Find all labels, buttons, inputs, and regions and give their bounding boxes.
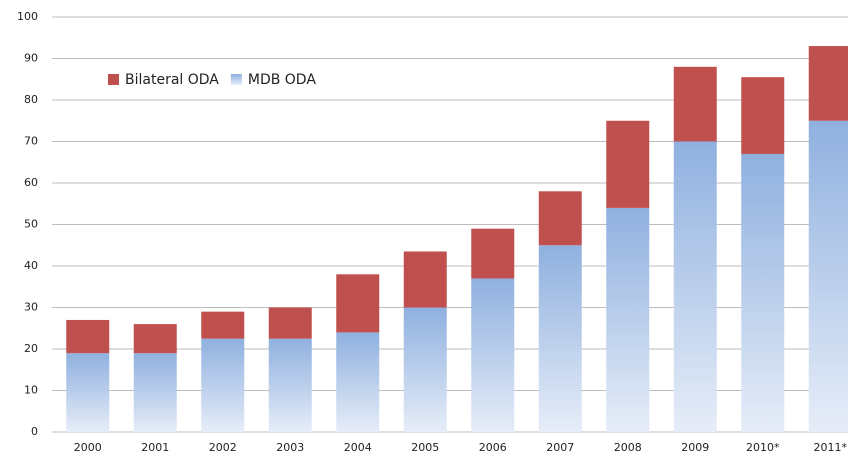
x-tick-label: 2002: [209, 441, 237, 454]
bar-segment: [538, 245, 582, 432]
bar-segment: [336, 274, 380, 333]
x-tick-label: 2010*: [746, 441, 780, 454]
bar-segment: [403, 251, 447, 308]
y-tick-label: 100: [17, 10, 38, 23]
x-tick-label: 2001: [141, 441, 169, 454]
bar-segment: [538, 191, 582, 246]
bar-segment: [336, 332, 380, 432]
y-tick-label: 30: [24, 301, 38, 314]
bar-segment: [268, 338, 312, 432]
bar-segment: [133, 324, 177, 354]
bar-segment: [66, 353, 110, 432]
x-tick-label: 2007: [546, 441, 574, 454]
x-tick-label: 2009: [681, 441, 709, 454]
legend-label: Bilateral ODA: [125, 72, 219, 88]
legend-label: MDB ODA: [248, 72, 316, 88]
bar-segment: [741, 77, 785, 154]
x-tick-label: 2006: [479, 441, 507, 454]
y-tick-label: 80: [24, 93, 38, 106]
y-tick-label: 0: [31, 425, 38, 438]
bar-segment: [201, 311, 245, 339]
bar-segment: [66, 319, 110, 354]
bar-segment: [673, 141, 717, 432]
bar-segment: [808, 46, 848, 121]
y-tick-label: 50: [24, 218, 38, 231]
bar-segment: [403, 307, 447, 432]
legend-swatch: [230, 74, 242, 85]
x-tick-label: 2005: [411, 441, 439, 454]
bar-segment: [471, 228, 515, 279]
bar-segment: [606, 120, 650, 208]
y-tick-label: 60: [24, 176, 38, 189]
bar-segment: [673, 66, 717, 142]
bar-segment: [606, 207, 650, 432]
bar-segment: [471, 278, 515, 432]
bar-segment: [741, 153, 785, 432]
x-tick-label: 2000: [74, 441, 102, 454]
y-tick-label: 90: [24, 52, 38, 65]
x-tick-label: 2008: [614, 441, 642, 454]
x-tick-label: 2003: [276, 441, 304, 454]
x-tick-label: 2011*: [814, 441, 848, 454]
bar-segment: [808, 120, 848, 432]
y-tick-label: 10: [24, 384, 38, 397]
bar-segment: [268, 307, 312, 339]
bar-segment: [133, 353, 177, 432]
bar-segment: [201, 338, 245, 432]
y-tick-label: 70: [24, 135, 38, 148]
y-tick-label: 20: [24, 342, 38, 355]
legend-swatch: [108, 74, 119, 85]
x-tick-label: 2004: [344, 441, 372, 454]
y-tick-label: 40: [24, 259, 38, 272]
